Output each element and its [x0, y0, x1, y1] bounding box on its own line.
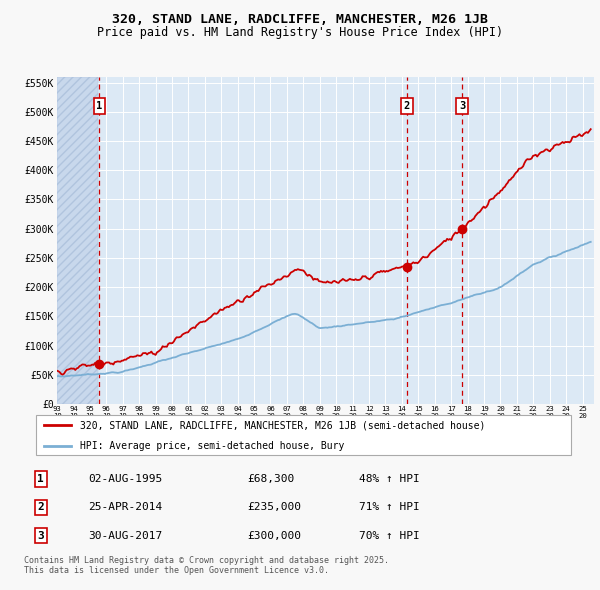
Text: 320, STAND LANE, RADCLIFFE, MANCHESTER, M26 1JB (semi-detached house): 320, STAND LANE, RADCLIFFE, MANCHESTER, … [80, 421, 485, 430]
Text: 48% ↑ HPI: 48% ↑ HPI [359, 474, 419, 484]
Text: 2: 2 [37, 503, 44, 512]
FancyBboxPatch shape [35, 415, 571, 455]
Text: HPI: Average price, semi-detached house, Bury: HPI: Average price, semi-detached house,… [80, 441, 344, 451]
Text: £300,000: £300,000 [247, 531, 301, 540]
Text: 1: 1 [37, 474, 44, 484]
Text: 30-AUG-2017: 30-AUG-2017 [88, 531, 163, 540]
Text: 3: 3 [37, 531, 44, 540]
Text: 02-AUG-1995: 02-AUG-1995 [88, 474, 163, 484]
Text: 2: 2 [404, 101, 410, 111]
Text: £68,300: £68,300 [247, 474, 295, 484]
Text: Contains HM Land Registry data © Crown copyright and database right 2025.
This d: Contains HM Land Registry data © Crown c… [24, 556, 389, 575]
Text: Price paid vs. HM Land Registry's House Price Index (HPI): Price paid vs. HM Land Registry's House … [97, 26, 503, 39]
Text: £235,000: £235,000 [247, 503, 301, 512]
Text: 70% ↑ HPI: 70% ↑ HPI [359, 531, 419, 540]
Text: 3: 3 [459, 101, 465, 111]
Text: 25-APR-2014: 25-APR-2014 [88, 503, 163, 512]
Text: 320, STAND LANE, RADCLIFFE, MANCHESTER, M26 1JB: 320, STAND LANE, RADCLIFFE, MANCHESTER, … [112, 13, 488, 26]
Text: 1: 1 [97, 101, 103, 111]
Text: 71% ↑ HPI: 71% ↑ HPI [359, 503, 419, 512]
